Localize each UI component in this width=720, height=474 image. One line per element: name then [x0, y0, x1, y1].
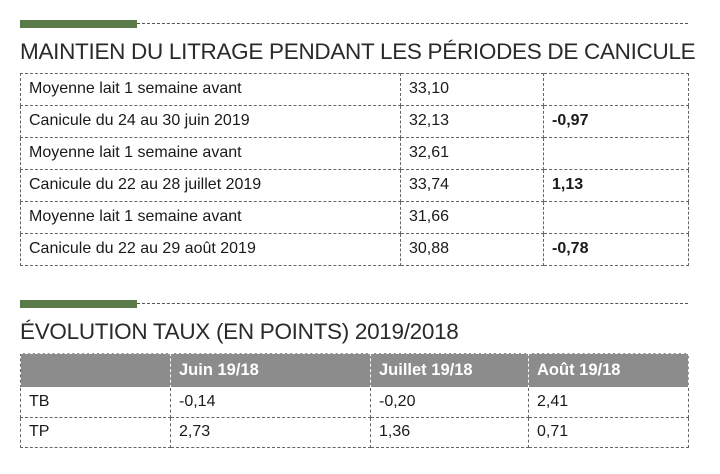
row-label: Canicule du 22 au 29 août 2019 [20, 232, 401, 266]
section-header-bar [20, 300, 688, 310]
row-label: Canicule du 24 au 30 juin 2019 [20, 104, 401, 138]
row-value: 2,73 [170, 416, 371, 448]
row-value: -0,14 [170, 386, 371, 418]
row-label: TB [20, 386, 171, 418]
dashed-rule [137, 303, 688, 304]
evolution-title: ÉVOLUTION TAUX (EN POINTS) 2019/2018 [20, 319, 459, 344]
table-row: Canicule du 24 au 30 juin 2019 32,13 -0,… [20, 104, 689, 138]
row-value: 0,71 [528, 416, 689, 448]
row-diff [543, 136, 689, 170]
litrage-section: MAINTIEN DU LITRAGE PENDANT LES PÉRIODES… [20, 20, 696, 266]
table-row: Canicule du 22 au 28 juillet 2019 33,74 … [20, 168, 689, 202]
row-value: 2,41 [528, 386, 689, 418]
accent-bar [20, 20, 137, 28]
row-label: Moyenne lait 1 semaine avant [20, 136, 401, 170]
litrage-title: MAINTIEN DU LITRAGE PENDANT LES PÉRIODES… [20, 39, 696, 64]
row-label: Moyenne lait 1 semaine avant [20, 72, 401, 106]
row-diff [543, 72, 689, 106]
row-label: Canicule du 22 au 28 juillet 2019 [20, 168, 401, 202]
table-header-row: Juin 19/18 Juillet 19/18 Août 19/18 [20, 352, 689, 388]
evolution-section: ÉVOLUTION TAUX (EN POINTS) 2019/2018 Jui… [20, 300, 689, 448]
row-value: 33,10 [400, 72, 544, 106]
dashed-rule [137, 23, 688, 24]
column-header: Août 19/18 [528, 352, 689, 388]
row-diff: -0,97 [543, 104, 689, 138]
row-value: 30,88 [400, 232, 544, 266]
row-value: 32,61 [400, 136, 544, 170]
row-label: TP [20, 416, 171, 448]
section-header-bar [20, 20, 688, 30]
row-value: 1,36 [370, 416, 529, 448]
row-value: 33,74 [400, 168, 544, 202]
column-header [20, 352, 171, 388]
row-value: -0,20 [370, 386, 529, 418]
table-row: Moyenne lait 1 semaine avant 33,10 [20, 72, 689, 106]
row-diff [543, 200, 689, 234]
table-row: TB -0,14 -0,20 2,41 [20, 386, 689, 418]
table-row: TP 2,73 1,36 0,71 [20, 416, 689, 448]
row-diff: 1,13 [543, 168, 689, 202]
litrage-table: Moyenne lait 1 semaine avant 33,10 Canic… [20, 72, 689, 266]
evolution-table: Juin 19/18 Juillet 19/18 Août 19/18 TB -… [20, 352, 689, 448]
table-row: Moyenne lait 1 semaine avant 31,66 [20, 200, 689, 234]
table-row: Canicule du 22 au 29 août 2019 30,88 -0,… [20, 232, 689, 266]
row-diff: -0,78 [543, 232, 689, 266]
row-label: Moyenne lait 1 semaine avant [20, 200, 401, 234]
column-header: Juillet 19/18 [370, 352, 529, 388]
row-value: 31,66 [400, 200, 544, 234]
table-row: Moyenne lait 1 semaine avant 32,61 [20, 136, 689, 170]
row-value: 32,13 [400, 104, 544, 138]
column-header: Juin 19/18 [170, 352, 371, 388]
accent-bar [20, 300, 137, 308]
